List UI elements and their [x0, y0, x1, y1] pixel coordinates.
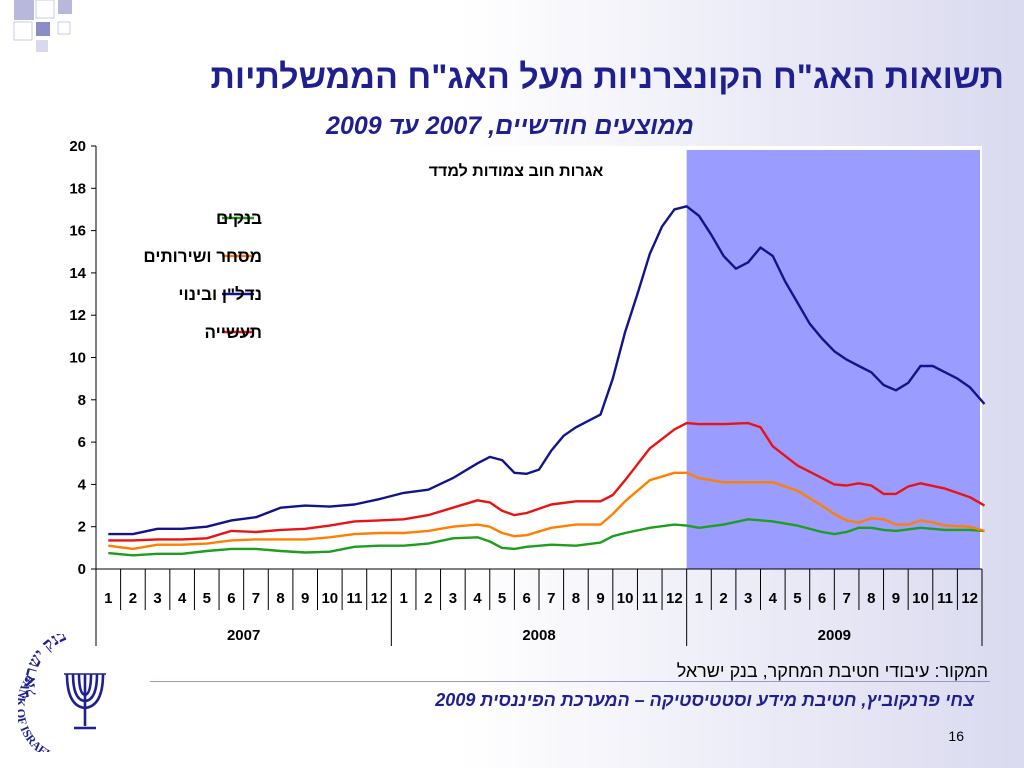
- x-tick-label: 1: [399, 590, 407, 607]
- author-line: צחי פרנקוביץ, חטיבת מידע וסטטיסטיקה – המ…: [435, 690, 974, 710]
- year-label: 2007: [227, 627, 260, 644]
- x-tick-label: 12: [961, 590, 978, 607]
- x-tick-label: 11: [937, 590, 953, 607]
- x-tick-label: 4: [473, 590, 482, 607]
- y-tick-label: 14: [69, 265, 86, 282]
- y-tick-label: 4: [78, 476, 87, 493]
- x-tick-label: 8: [572, 590, 580, 607]
- x-tick-label: 11: [346, 590, 362, 607]
- x-tick-label: 5: [793, 590, 801, 607]
- x-tick-label: 6: [818, 590, 826, 607]
- legend-label: מסחר ושירותים: [143, 247, 262, 266]
- x-tick-label: 3: [153, 590, 161, 607]
- y-tick-label: 18: [69, 180, 86, 197]
- y-tick-label: 6: [78, 434, 86, 451]
- y-tick-label: 16: [69, 223, 86, 240]
- x-tick-label: 4: [178, 590, 187, 607]
- series-line-2: [108, 471, 985, 551]
- x-tick-label: 2: [129, 590, 137, 607]
- decor-squares: [0, 0, 90, 56]
- x-tick-label: 5: [203, 590, 211, 607]
- y-tick-label: 0: [78, 561, 86, 578]
- x-tick-label: 11: [642, 590, 658, 607]
- x-tick-label: 6: [227, 590, 235, 607]
- x-tick-label: 2: [424, 590, 432, 607]
- footer-divider: [150, 681, 990, 682]
- legend-label: נדל"ן ובינוי: [178, 285, 262, 304]
- y-tick-label: 10: [69, 350, 86, 367]
- chart-title: אגרות חוב צמודות למדד: [429, 162, 604, 180]
- x-tick-label: 7: [252, 590, 260, 607]
- highlight-2009: [686, 150, 980, 569]
- slide-subtitle: ממוצעים חודשיים, 2007 עד 2009: [326, 112, 694, 140]
- x-tick-label: 9: [596, 590, 604, 607]
- year-label: 2009: [818, 627, 851, 644]
- x-tick-label: 9: [301, 590, 309, 607]
- y-tick-label: 12: [69, 307, 86, 324]
- x-tick-label: 5: [498, 590, 506, 607]
- x-tick-label: 7: [547, 590, 555, 607]
- bank-of-israel-logo: בנק ישראל BANK OF ISRAEL: [18, 634, 106, 752]
- x-tick-label: 12: [666, 590, 683, 607]
- x-tick-label: 8: [276, 590, 284, 607]
- x-tick-label: 8: [867, 590, 875, 607]
- series-line-3: [108, 205, 986, 536]
- series-line-4: [108, 421, 986, 542]
- y-tick-label: 8: [78, 392, 86, 409]
- legend-label: תעשייה: [205, 323, 262, 342]
- x-tick-label: 7: [842, 590, 850, 607]
- x-tick-label: 3: [449, 590, 457, 607]
- x-tick-label: 2: [719, 590, 727, 607]
- slide-number: 16: [948, 728, 964, 744]
- x-tick-label: 1: [104, 590, 112, 607]
- x-tick-label: 4: [769, 590, 778, 607]
- x-tick-label: 1: [695, 590, 703, 607]
- x-tick-label: 6: [523, 590, 531, 607]
- slide-title: תשואות האג"ח הקונצרניות מעל האג"ח הממשלת…: [210, 58, 1004, 96]
- year-label: 2008: [522, 627, 555, 644]
- y-tick-label: 20: [69, 138, 86, 155]
- legend-label: בנקים: [216, 209, 262, 228]
- x-tick-label: 10: [617, 590, 634, 607]
- source-note: המקור: עיבודי חטיבת המחקר, בנק ישראל: [676, 661, 988, 681]
- x-tick-label: 12: [371, 590, 388, 607]
- menorah-icon: [64, 673, 106, 730]
- y-tick-label: 2: [78, 519, 86, 536]
- x-tick-label: 3: [744, 590, 752, 607]
- x-tick-label: 10: [321, 590, 338, 607]
- x-tick-label: 10: [912, 590, 929, 607]
- x-tick-label: 9: [892, 590, 900, 607]
- series-line-1: [108, 518, 985, 557]
